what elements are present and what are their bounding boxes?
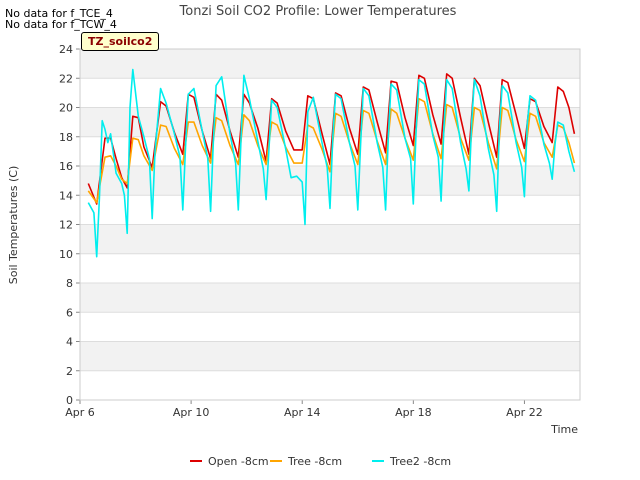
y-axis-label: Soil Temperatures (C)	[7, 166, 20, 285]
grid-bands	[80, 49, 580, 371]
legend-label-2: Tree -8cm	[287, 455, 342, 468]
site-badge: TZ_soilco2	[81, 32, 160, 51]
legend: Open -8cm Tree -8cm Tree2 -8cm	[190, 455, 451, 468]
y-tick-label: 20	[59, 102, 73, 115]
x-tick-label: Apr 22	[506, 406, 543, 419]
legend-label-1: Open -8cm	[208, 455, 269, 468]
grid-band	[80, 107, 580, 137]
y-tick-label: 12	[59, 219, 73, 232]
x-tick-label: Apr 10	[173, 406, 210, 419]
y-tick-label: 6	[66, 306, 73, 319]
x-tick-label: Apr 6	[65, 406, 95, 419]
y-tick-label: 24	[59, 43, 73, 56]
series-line-3	[87, 68, 576, 258]
y-tick-label: 22	[59, 72, 73, 85]
plot-area	[79, 48, 581, 401]
no-data-note-2: No data for f_TCW_4	[5, 18, 117, 31]
y-tick-label: 16	[59, 160, 73, 173]
y-tick-label: 2	[66, 365, 73, 378]
grid-band	[80, 283, 580, 313]
x-axis-label: Time	[550, 423, 578, 436]
gridlines	[80, 48, 580, 401]
legend-label-3: Tree2 -8cm	[389, 455, 451, 468]
x-tick-label: Apr 18	[395, 406, 432, 419]
y-tick-label: 8	[66, 277, 73, 290]
y-tick-label: 14	[59, 189, 73, 202]
grid-band	[80, 224, 580, 254]
y-tick-label: 18	[59, 131, 73, 144]
grid-band	[80, 49, 580, 79]
y-tick-label: 0	[66, 394, 73, 407]
y-tick-label: 4	[66, 336, 73, 349]
series-layer	[87, 68, 576, 258]
no-data-note-1: No data for f_TCE_4	[5, 7, 113, 20]
y-tick-label: 10	[59, 248, 73, 261]
grid-band	[80, 341, 580, 371]
chart-title: Tonzi Soil CO2 Profile: Lower Temperatur…	[179, 4, 457, 19]
x-tick-label: Apr 14	[284, 406, 321, 419]
